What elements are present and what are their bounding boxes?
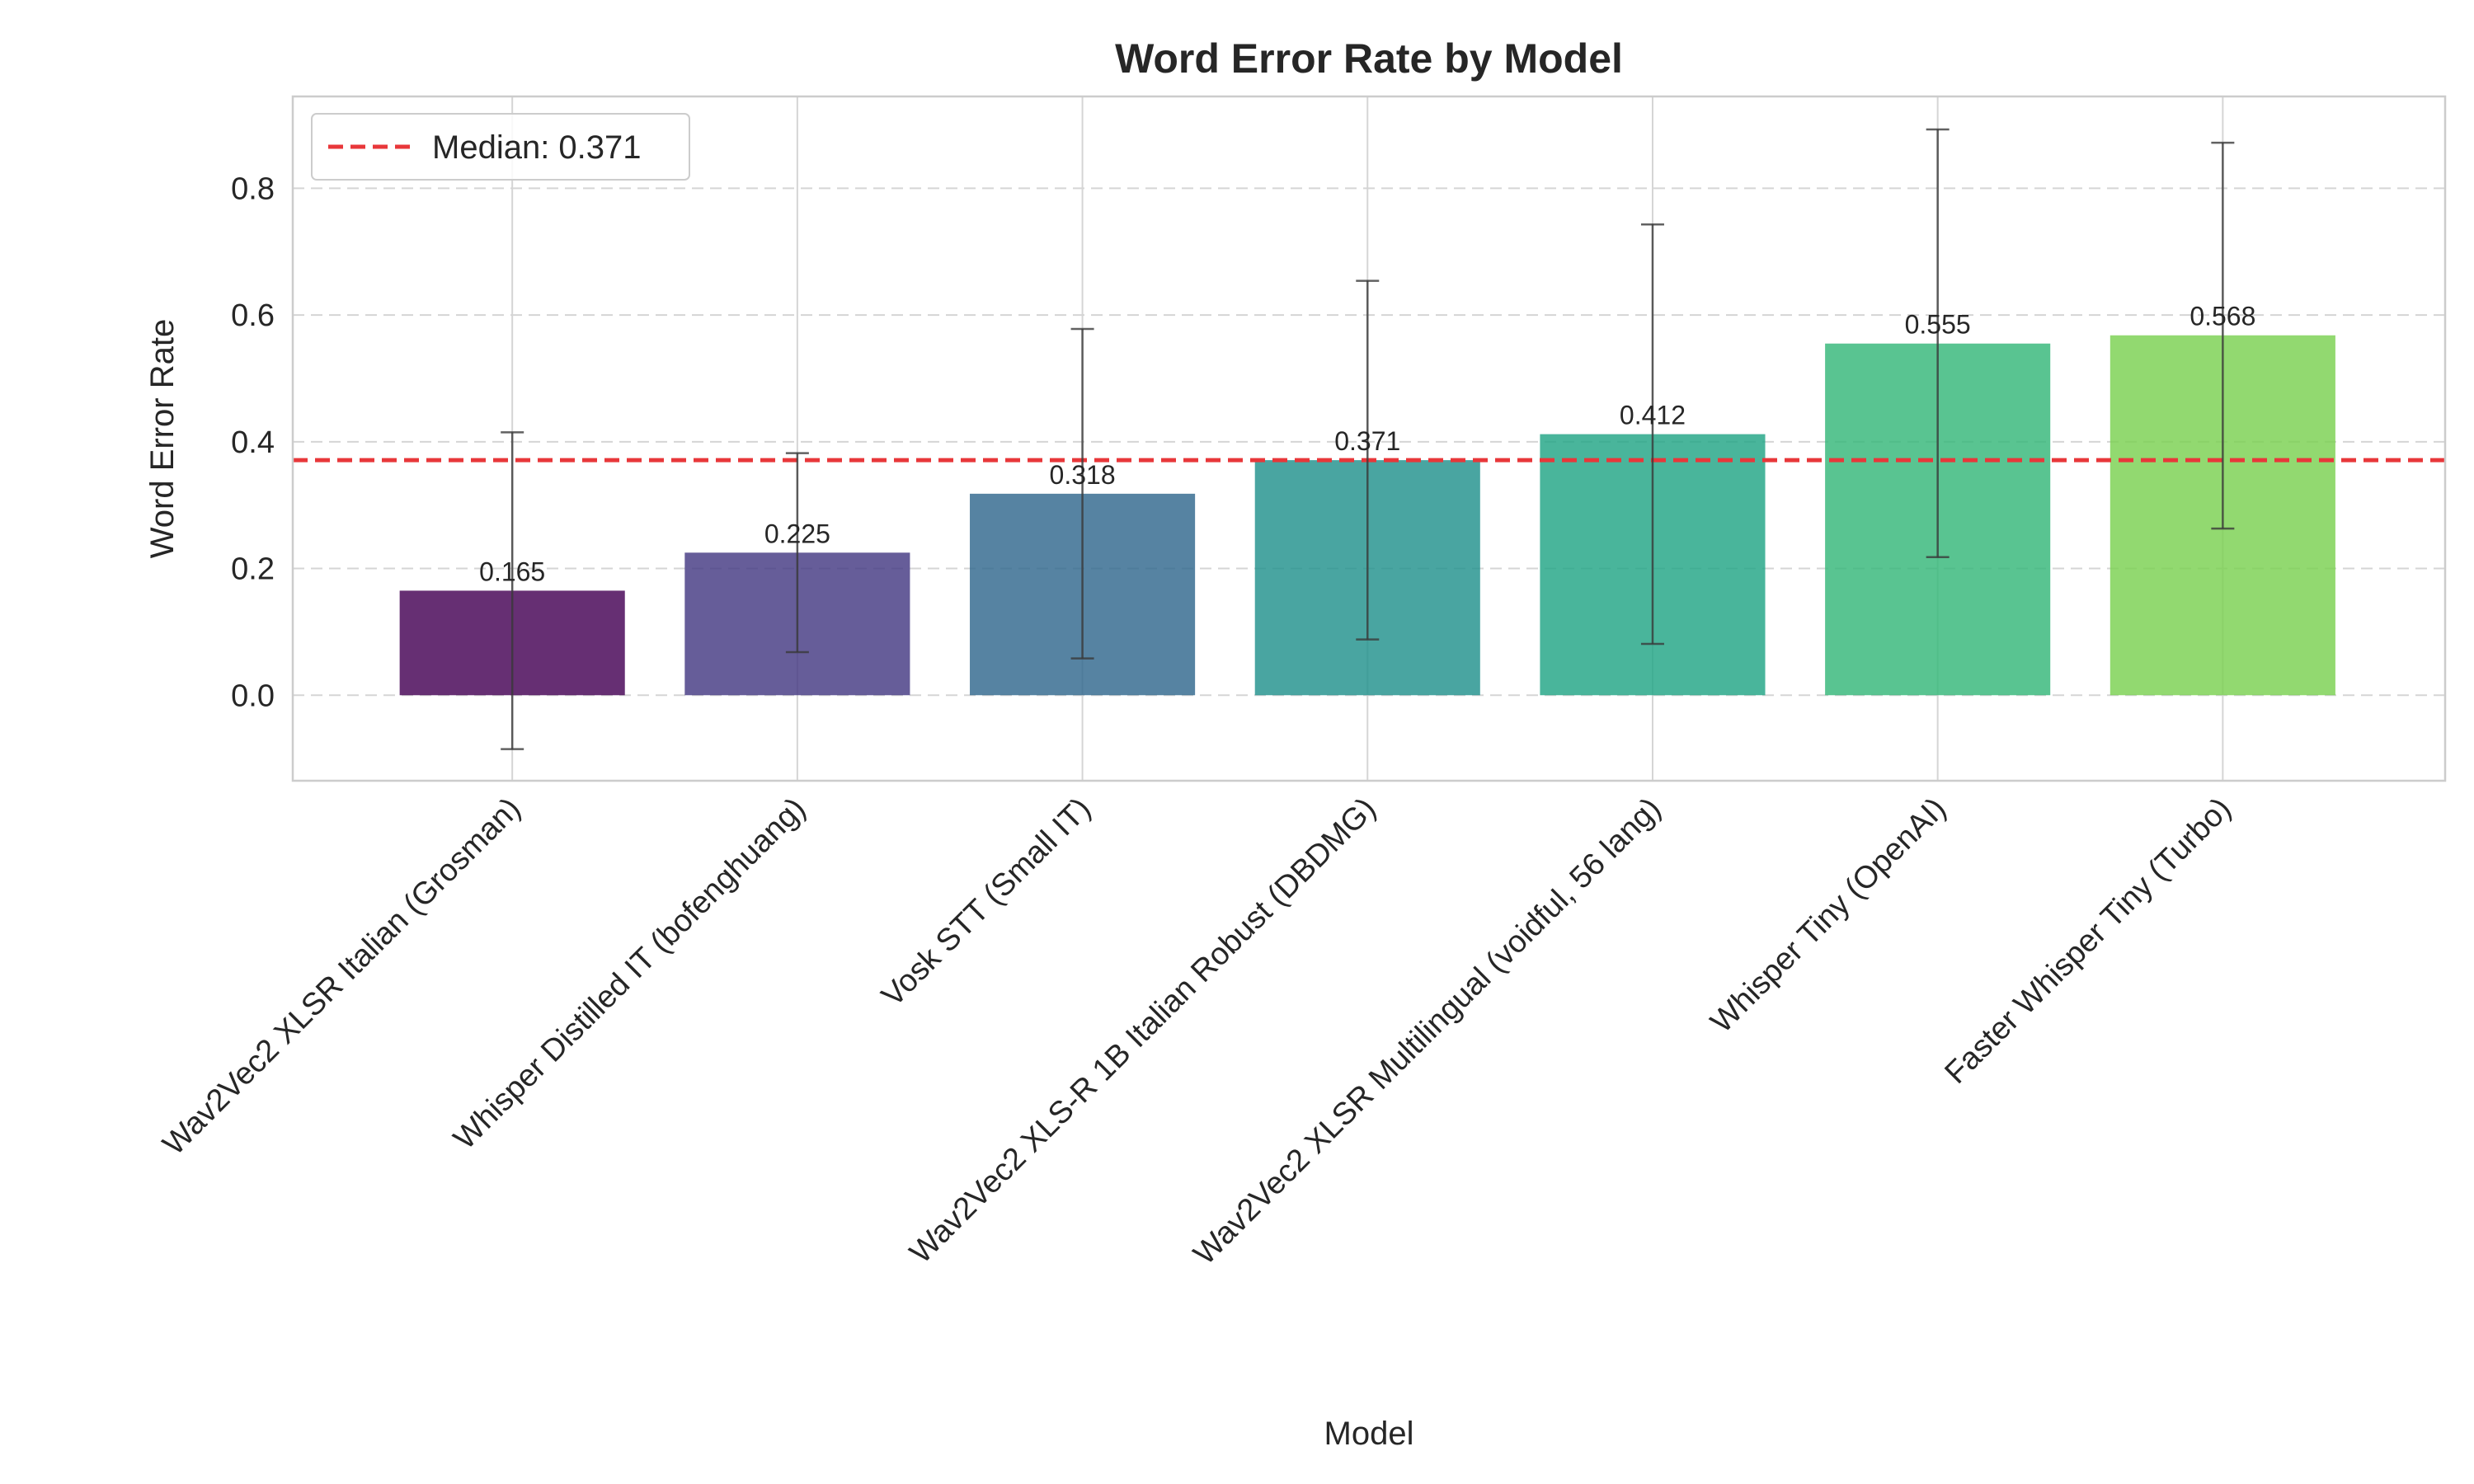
legend-median-label: Median: 0.371 <box>432 129 642 166</box>
legend-box <box>311 113 690 181</box>
bar-value-label: 0.165 <box>479 556 545 586</box>
x-tick-label: Wav2Vec2 XLSR Multilingual (voidful, 56 … <box>1188 791 1668 1272</box>
bar-value-label: 0.412 <box>1620 401 1686 430</box>
x-tick-label: Vosk STT (Small IT) <box>875 791 1098 1014</box>
error-bars <box>501 128 2235 750</box>
x-tick-labels: Wav2Vec2 XLSR Italian (Grosman)Whisper D… <box>157 791 2238 1272</box>
y-tick-label: 0.6 <box>231 298 275 333</box>
bar-value-label: 0.555 <box>1905 310 1971 340</box>
y-tick-label: 0.2 <box>231 552 275 587</box>
bar-value-label: 0.318 <box>1050 460 1116 490</box>
y-tick-label: 0.8 <box>231 171 275 206</box>
legend: Median: 0.371 <box>311 113 690 181</box>
y-tick-label: 0.0 <box>231 679 275 713</box>
plot-frame <box>291 95 2447 782</box>
data-labels: 0.165 0.225 0.318 0.371 0.412 0.555 0.568 <box>479 302 2255 587</box>
x-tick-label: Faster Whisper Tiny (Turbo) <box>1939 791 2238 1091</box>
bar-value-label: 0.568 <box>2189 302 2255 331</box>
x-tick-label: Whisper Distilled IT (bofenghuang) <box>447 791 812 1157</box>
y-tick-labels: 0.0 0.2 0.4 0.6 0.8 <box>231 171 275 713</box>
bar-value-label: 0.371 <box>1334 426 1400 456</box>
x-tick-label: Wav2Vec2 XLS-R 1B Italian Robust (DBDMG) <box>903 791 1382 1270</box>
chart-title: Word Error Rate by Model <box>1115 35 1623 82</box>
x-axis-label: Model <box>1324 1416 1414 1452</box>
bar-value-label: 0.225 <box>764 519 830 548</box>
y-axis-label: Word Error Rate <box>144 319 181 558</box>
y-tick-label: 0.4 <box>231 425 275 460</box>
x-tick-label: Whisper Tiny (OpenAI) <box>1705 791 1953 1040</box>
